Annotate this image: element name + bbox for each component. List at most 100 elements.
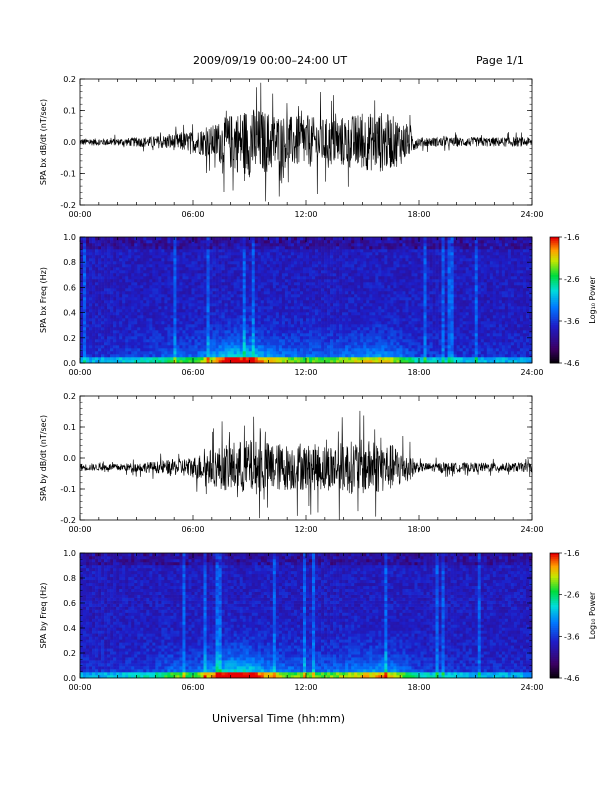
spectrogram-cell (194, 267, 198, 271)
spectrogram-cell (104, 240, 108, 244)
spectrogram-cell (149, 351, 153, 355)
spectrogram-cell (287, 324, 292, 328)
spectrogram-cell (266, 276, 271, 280)
spectrogram-cell (381, 324, 385, 328)
spectrogram-cell (188, 306, 192, 310)
spectrogram-cell (375, 288, 379, 292)
spectrogram-cell (92, 270, 96, 274)
spectrogram-cell (92, 348, 96, 352)
spectrogram-cell (242, 321, 247, 325)
spectrogram-cell (318, 342, 322, 346)
spectrogram-cell (293, 333, 298, 337)
spectrogram-cell (281, 240, 286, 244)
spectrogram-cell (155, 246, 159, 250)
spectrogram-cell (284, 321, 289, 325)
spectrogram-cell (396, 261, 400, 265)
spectrogram-cell (92, 351, 96, 355)
spectrogram-cell (312, 255, 316, 259)
spectrogram-cell (98, 303, 102, 307)
spectrogram-cell (393, 321, 397, 325)
spectrogram-cell (221, 330, 225, 334)
spectrogram-cell (191, 318, 195, 322)
spectrogram-cell (327, 294, 331, 298)
spectrogram-cell (263, 345, 268, 349)
spectrogram-cell (266, 288, 271, 292)
spectrogram-cell (221, 321, 225, 325)
spectrogram-cell (176, 312, 180, 316)
spectrogram-cell (257, 330, 262, 334)
spectrogram-cell (396, 258, 400, 262)
spectrogram-cell (158, 282, 162, 286)
spectrogram-cell (278, 267, 283, 271)
spectrogram-cell (245, 309, 250, 313)
spectrogram-cell (212, 312, 216, 316)
spectrogram-cell (98, 309, 102, 313)
spectrogram-cell (179, 279, 183, 283)
spectrogram-cell (378, 249, 382, 253)
spectrogram-cell (236, 294, 240, 298)
spectrogram-cell (357, 309, 361, 313)
spectrogram-cell (86, 270, 90, 274)
spectrogram-cell (155, 267, 159, 271)
spectrogram-cell (185, 291, 189, 295)
spectrogram-cell (197, 270, 201, 274)
spectrogram-cell (149, 294, 153, 298)
spectrogram-cell (372, 294, 376, 298)
spectrogram-cell (200, 294, 204, 298)
spectrogram-cell (321, 288, 325, 292)
spectrogram-cell (420, 246, 424, 250)
spectrogram-cell (272, 327, 277, 331)
spectrogram-cell (324, 255, 328, 259)
spectrogram-cell (188, 330, 192, 334)
spectrogram-cell (194, 339, 198, 343)
spectrogram-cell (185, 306, 189, 310)
spectrogram-cell (405, 309, 409, 313)
spectrogram-cell (414, 321, 418, 325)
spectrogram-cell (345, 324, 349, 328)
spectrogram-cell (342, 246, 346, 250)
spectrogram-cell (393, 354, 397, 358)
spectrogram-cell (131, 255, 135, 259)
spectrogram-cell (426, 330, 430, 334)
spectrogram-cell (309, 336, 313, 340)
spectrogram-cell (95, 264, 99, 268)
spectrogram-cell (206, 282, 210, 286)
spectrogram-cell (128, 315, 132, 319)
spectrogram-cell (185, 312, 189, 316)
spectrogram-cell (254, 330, 259, 334)
spectrogram-cell (372, 237, 376, 241)
spectrogram-cell (363, 342, 367, 346)
spectrogram-cell (366, 246, 370, 250)
spectrogram-cell (342, 324, 346, 328)
spectrogram-cell (176, 330, 180, 334)
spectrogram-cell (351, 318, 355, 322)
spectrogram-cell (149, 330, 153, 334)
spectrogram-cell (381, 264, 385, 268)
spectrogram-cell (257, 312, 262, 316)
spectrogram-cell (269, 291, 274, 295)
spectrogram-cell (275, 291, 280, 295)
spectrogram-cell (284, 345, 289, 349)
spectrogram-cell (203, 345, 207, 349)
spectrogram-cell (357, 288, 361, 292)
spectrogram-cell (299, 273, 304, 277)
spectrogram-cell (281, 237, 286, 241)
spectrogram-cell (227, 249, 231, 253)
spectrogram-cell (324, 315, 328, 319)
spectrogram-cell (375, 267, 379, 271)
spectrogram-cell (110, 255, 114, 259)
spectrogram-cell (203, 354, 207, 358)
spectrogram-cell (89, 237, 93, 241)
spectrogram-cell (348, 249, 352, 253)
spectrogram-cell (242, 285, 247, 289)
spectrogram-cell (324, 267, 328, 271)
spectrogram-cell (158, 246, 162, 250)
spectrogram-cell (306, 345, 310, 349)
spectrogram-cell (396, 297, 400, 301)
spectrogram-cell (387, 297, 391, 301)
spectrogram-cell (372, 342, 376, 346)
spectrogram-cell (164, 267, 168, 271)
spectrogram-cell (158, 309, 162, 313)
spectrogram-cell (318, 324, 322, 328)
spectrogram-cell (260, 336, 265, 340)
